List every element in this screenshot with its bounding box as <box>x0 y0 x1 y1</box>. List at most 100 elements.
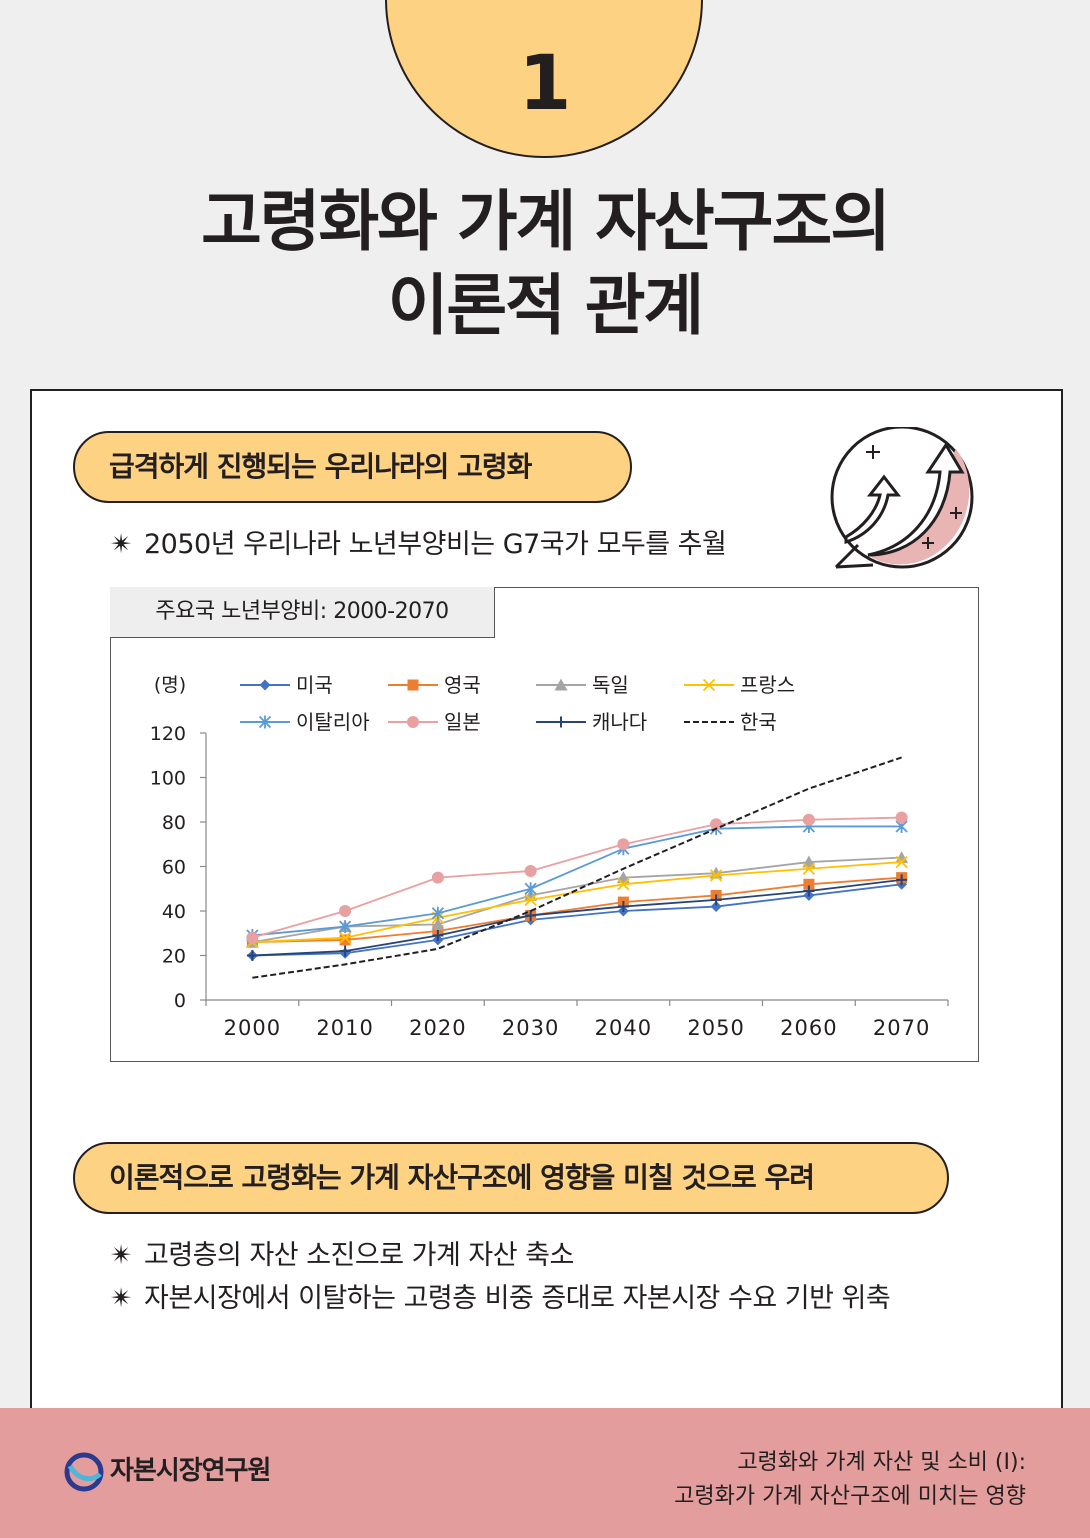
section2-bullet-1: ✴ 고령층의 자산 소진으로 가계 자산 축소 <box>110 1233 574 1272</box>
legend-marker <box>555 716 567 728</box>
x-tick-label: 2000 <box>224 1016 281 1040</box>
legend-item: 일본 <box>388 710 481 734</box>
data-point <box>710 894 722 906</box>
kcmi-logo-icon <box>64 1452 104 1492</box>
legend-label: 영국 <box>444 673 481 697</box>
chart-box <box>110 587 979 1062</box>
data-point <box>524 864 537 877</box>
report-reference-line1: 고령화와 가계 자산 및 소비 (I): <box>737 1450 1026 1475</box>
data-point <box>803 885 815 897</box>
x-tick-label: 2020 <box>409 1016 466 1040</box>
x-tick-label: 2070 <box>873 1016 930 1040</box>
y-tick-label: 0 <box>174 990 186 1012</box>
data-point <box>710 818 723 831</box>
y-tick-label: 120 <box>150 723 186 745</box>
y-tick-label: 40 <box>162 901 186 923</box>
data-point <box>525 909 537 921</box>
page-title-line1: 고령화와 가계 자산구조의 <box>201 183 891 260</box>
legend-label: 미국 <box>296 673 333 697</box>
section2-bullet-2-text: 자본시장에서 이탈하는 고령층 비중 증대로 자본시장 수요 기반 위축 <box>144 1283 891 1314</box>
chart-plot <box>245 756 909 979</box>
legend-item: 이탈리아 <box>240 710 370 734</box>
x-tick-label: 2040 <box>595 1016 652 1040</box>
legend-label: 캐나다 <box>592 710 647 734</box>
series-line <box>252 816 902 939</box>
page-title: 고령화와 가계 자산구조의 이론적 관계 <box>0 180 1090 348</box>
data-point <box>524 882 537 896</box>
x-tick-label: 2010 <box>316 1016 373 1040</box>
y-axis-label: (명) <box>154 674 186 696</box>
legend-marker <box>258 715 272 729</box>
x-tick-label: 2060 <box>780 1016 837 1040</box>
series-line <box>252 883 902 957</box>
data-point <box>431 871 444 884</box>
data-point <box>709 869 723 882</box>
chart-title: 주요국 노년부양비: 2000-2070 <box>110 587 495 638</box>
legend-item: 프랑스 <box>684 673 795 697</box>
data-point <box>338 931 352 944</box>
data-point <box>802 862 816 875</box>
page-title-line2: 이론적 관계 <box>387 267 705 344</box>
bullet-star-icon: ✴ <box>110 1240 133 1271</box>
y-tick-label: 100 <box>150 768 186 790</box>
y-tick-label: 80 <box>162 812 186 834</box>
series-line <box>252 825 902 937</box>
x-tick-label: 2030 <box>502 1016 559 1040</box>
section-number: 1 <box>518 38 572 127</box>
legend-label: 독일 <box>592 673 629 697</box>
legend-item: 영국 <box>388 673 481 697</box>
data-point <box>617 878 630 891</box>
data-point <box>617 838 630 851</box>
series-line <box>252 856 902 944</box>
data-point <box>246 950 258 961</box>
y-tick-label: 60 <box>162 857 186 879</box>
bullet-star-icon: ✴ <box>110 1283 133 1314</box>
section1-bullet-text: 2050년 우리나라 노년부양비는 G7국가 모두를 추월 <box>144 529 727 560</box>
legend-item: 한국 <box>684 710 777 734</box>
series-line <box>252 876 902 944</box>
data-point <box>896 874 908 886</box>
data-point <box>710 901 722 913</box>
data-point <box>802 813 815 826</box>
rising-arrows-icon <box>830 427 974 569</box>
legend-marker <box>702 678 716 692</box>
legend-marker <box>554 678 568 691</box>
legend-label: 일본 <box>444 710 481 734</box>
footer <box>0 1408 1090 1538</box>
x-tick-label: 2050 <box>687 1016 744 1040</box>
legend-label: 프랑스 <box>740 673 795 697</box>
data-point <box>524 893 537 907</box>
section2-bullet-1-text: 고령층의 자산 소진으로 가계 자산 축소 <box>144 1240 574 1271</box>
legend-item: 독일 <box>536 673 629 697</box>
data-point <box>617 901 629 913</box>
section1-heading: 급격하게 진행되는 우리나라의 고령화 <box>73 431 632 503</box>
data-point <box>431 917 445 930</box>
report-reference-line2: 고령화가 가계 자산구조에 미치는 영향 <box>674 1484 1026 1509</box>
section2-bullet-2: ✴ 자본시장에서 이탈하는 고령층 비중 증대로 자본시장 수요 기반 위축 <box>110 1276 891 1315</box>
data-point <box>338 920 352 934</box>
series <box>246 874 908 961</box>
legend-marker <box>407 679 419 691</box>
data-point <box>895 855 908 869</box>
legend-label: 한국 <box>740 710 777 734</box>
legend-item: 미국 <box>240 673 333 697</box>
series <box>252 756 902 979</box>
section1-bullet: ✴ 2050년 우리나라 노년부양비는 G7국가 모두를 추월 <box>110 522 727 561</box>
data-point <box>432 929 444 941</box>
data-point <box>339 934 351 946</box>
series <box>246 811 908 944</box>
series <box>246 855 908 949</box>
legend-label: 이탈리아 <box>296 710 370 734</box>
series-line <box>252 756 902 979</box>
data-point <box>339 905 352 917</box>
series-line <box>252 861 902 944</box>
data-point <box>431 906 445 920</box>
data-point <box>246 931 259 944</box>
legend-item: 캐나다 <box>536 710 647 734</box>
data-point <box>803 878 815 890</box>
y-tick-label: 20 <box>162 946 186 968</box>
data-point <box>339 945 351 957</box>
data-point <box>895 811 908 824</box>
legend-marker <box>259 679 271 691</box>
